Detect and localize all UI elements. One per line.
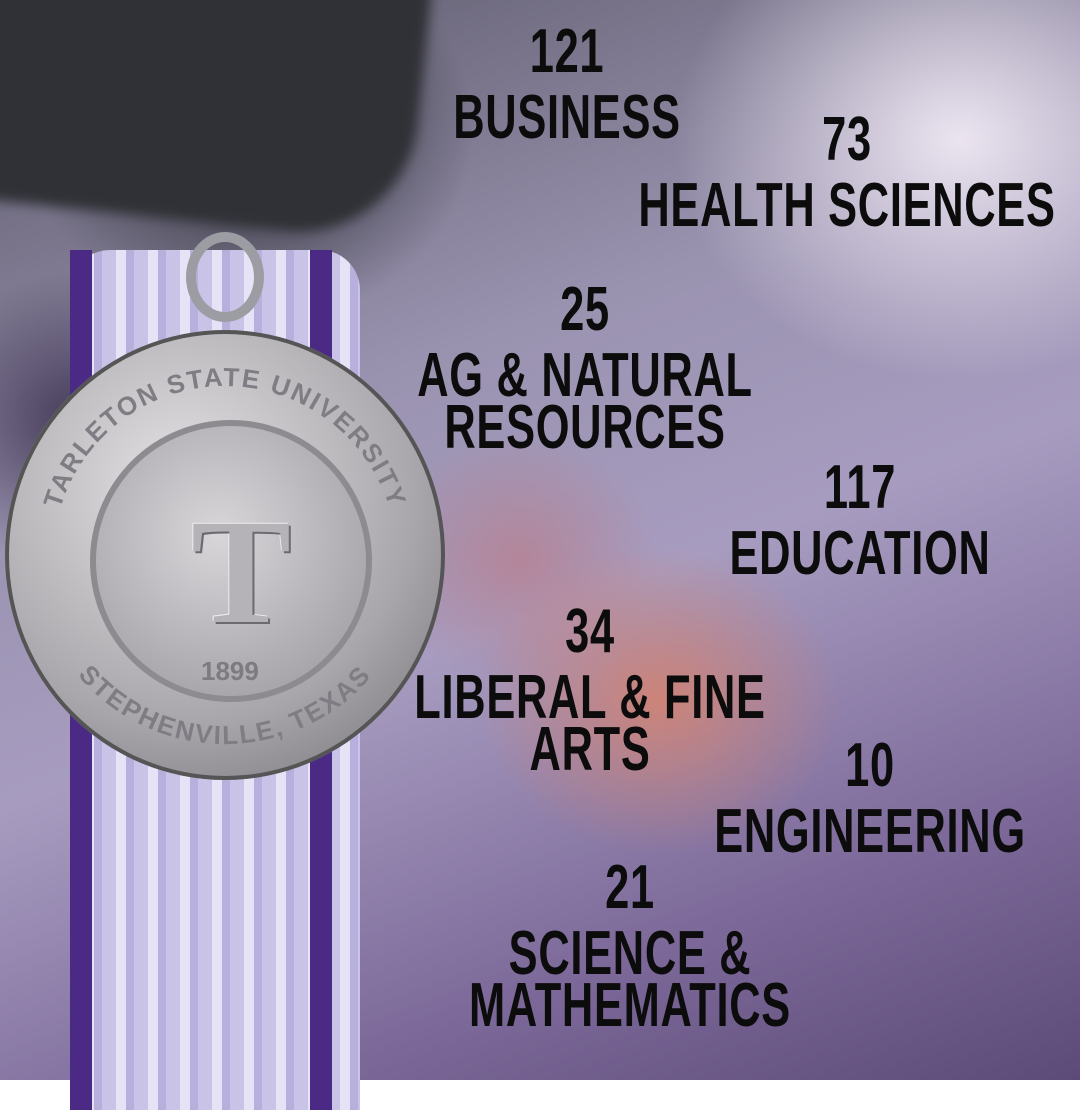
medal-emblem: T [191,489,292,655]
stat-label: BUSINESS [453,83,681,152]
stat-count: 121 [529,17,605,86]
stat-label: ARTS [529,715,651,784]
medal-seal: T 1899 [90,420,372,702]
stat-count: 73 [822,105,872,174]
stat-count: 117 [823,453,897,522]
stat-count: 21 [605,853,655,922]
stat-count: 34 [565,597,615,666]
medal-ring [186,232,264,322]
stat-label: EDUCATION [729,519,991,588]
stat-count: 10 [845,731,895,800]
stat-label: LIBERAL & FINE [414,663,766,732]
stat-ag-natural-resources: 25 AG & NATURAL RESOURCES [345,275,824,462]
stat-label: MATHEMATICS [469,971,791,1040]
stat-health-sciences: 73 HEALTH SCIENCES [549,105,1080,240]
stat-engineering: 10 ENGINEERING [647,731,1080,866]
stat-science-mathematics: 21 SCIENCE & MATHEMATICS [400,853,860,1040]
graduation-cap [0,0,433,244]
stat-label: ENGINEERING [714,797,1026,866]
stat-count: 25 [560,275,610,344]
medal-year: 1899 [201,656,259,686]
stat-liberal-fine-arts: 34 LIBERAL & FINE ARTS [339,597,841,784]
stat-label: HEALTH SCIENCES [638,171,1056,240]
stat-label: AG & NATURAL [417,341,753,410]
stat-label: RESOURCES [444,393,726,462]
university-medal: TARLETON STATE UNIVERSITY STEPHENVILLE, … [5,330,445,780]
stat-label: SCIENCE & [508,919,752,988]
stat-education: 117 EDUCATION [674,453,1047,588]
stat-business: 121 BUSINESS [405,17,730,152]
